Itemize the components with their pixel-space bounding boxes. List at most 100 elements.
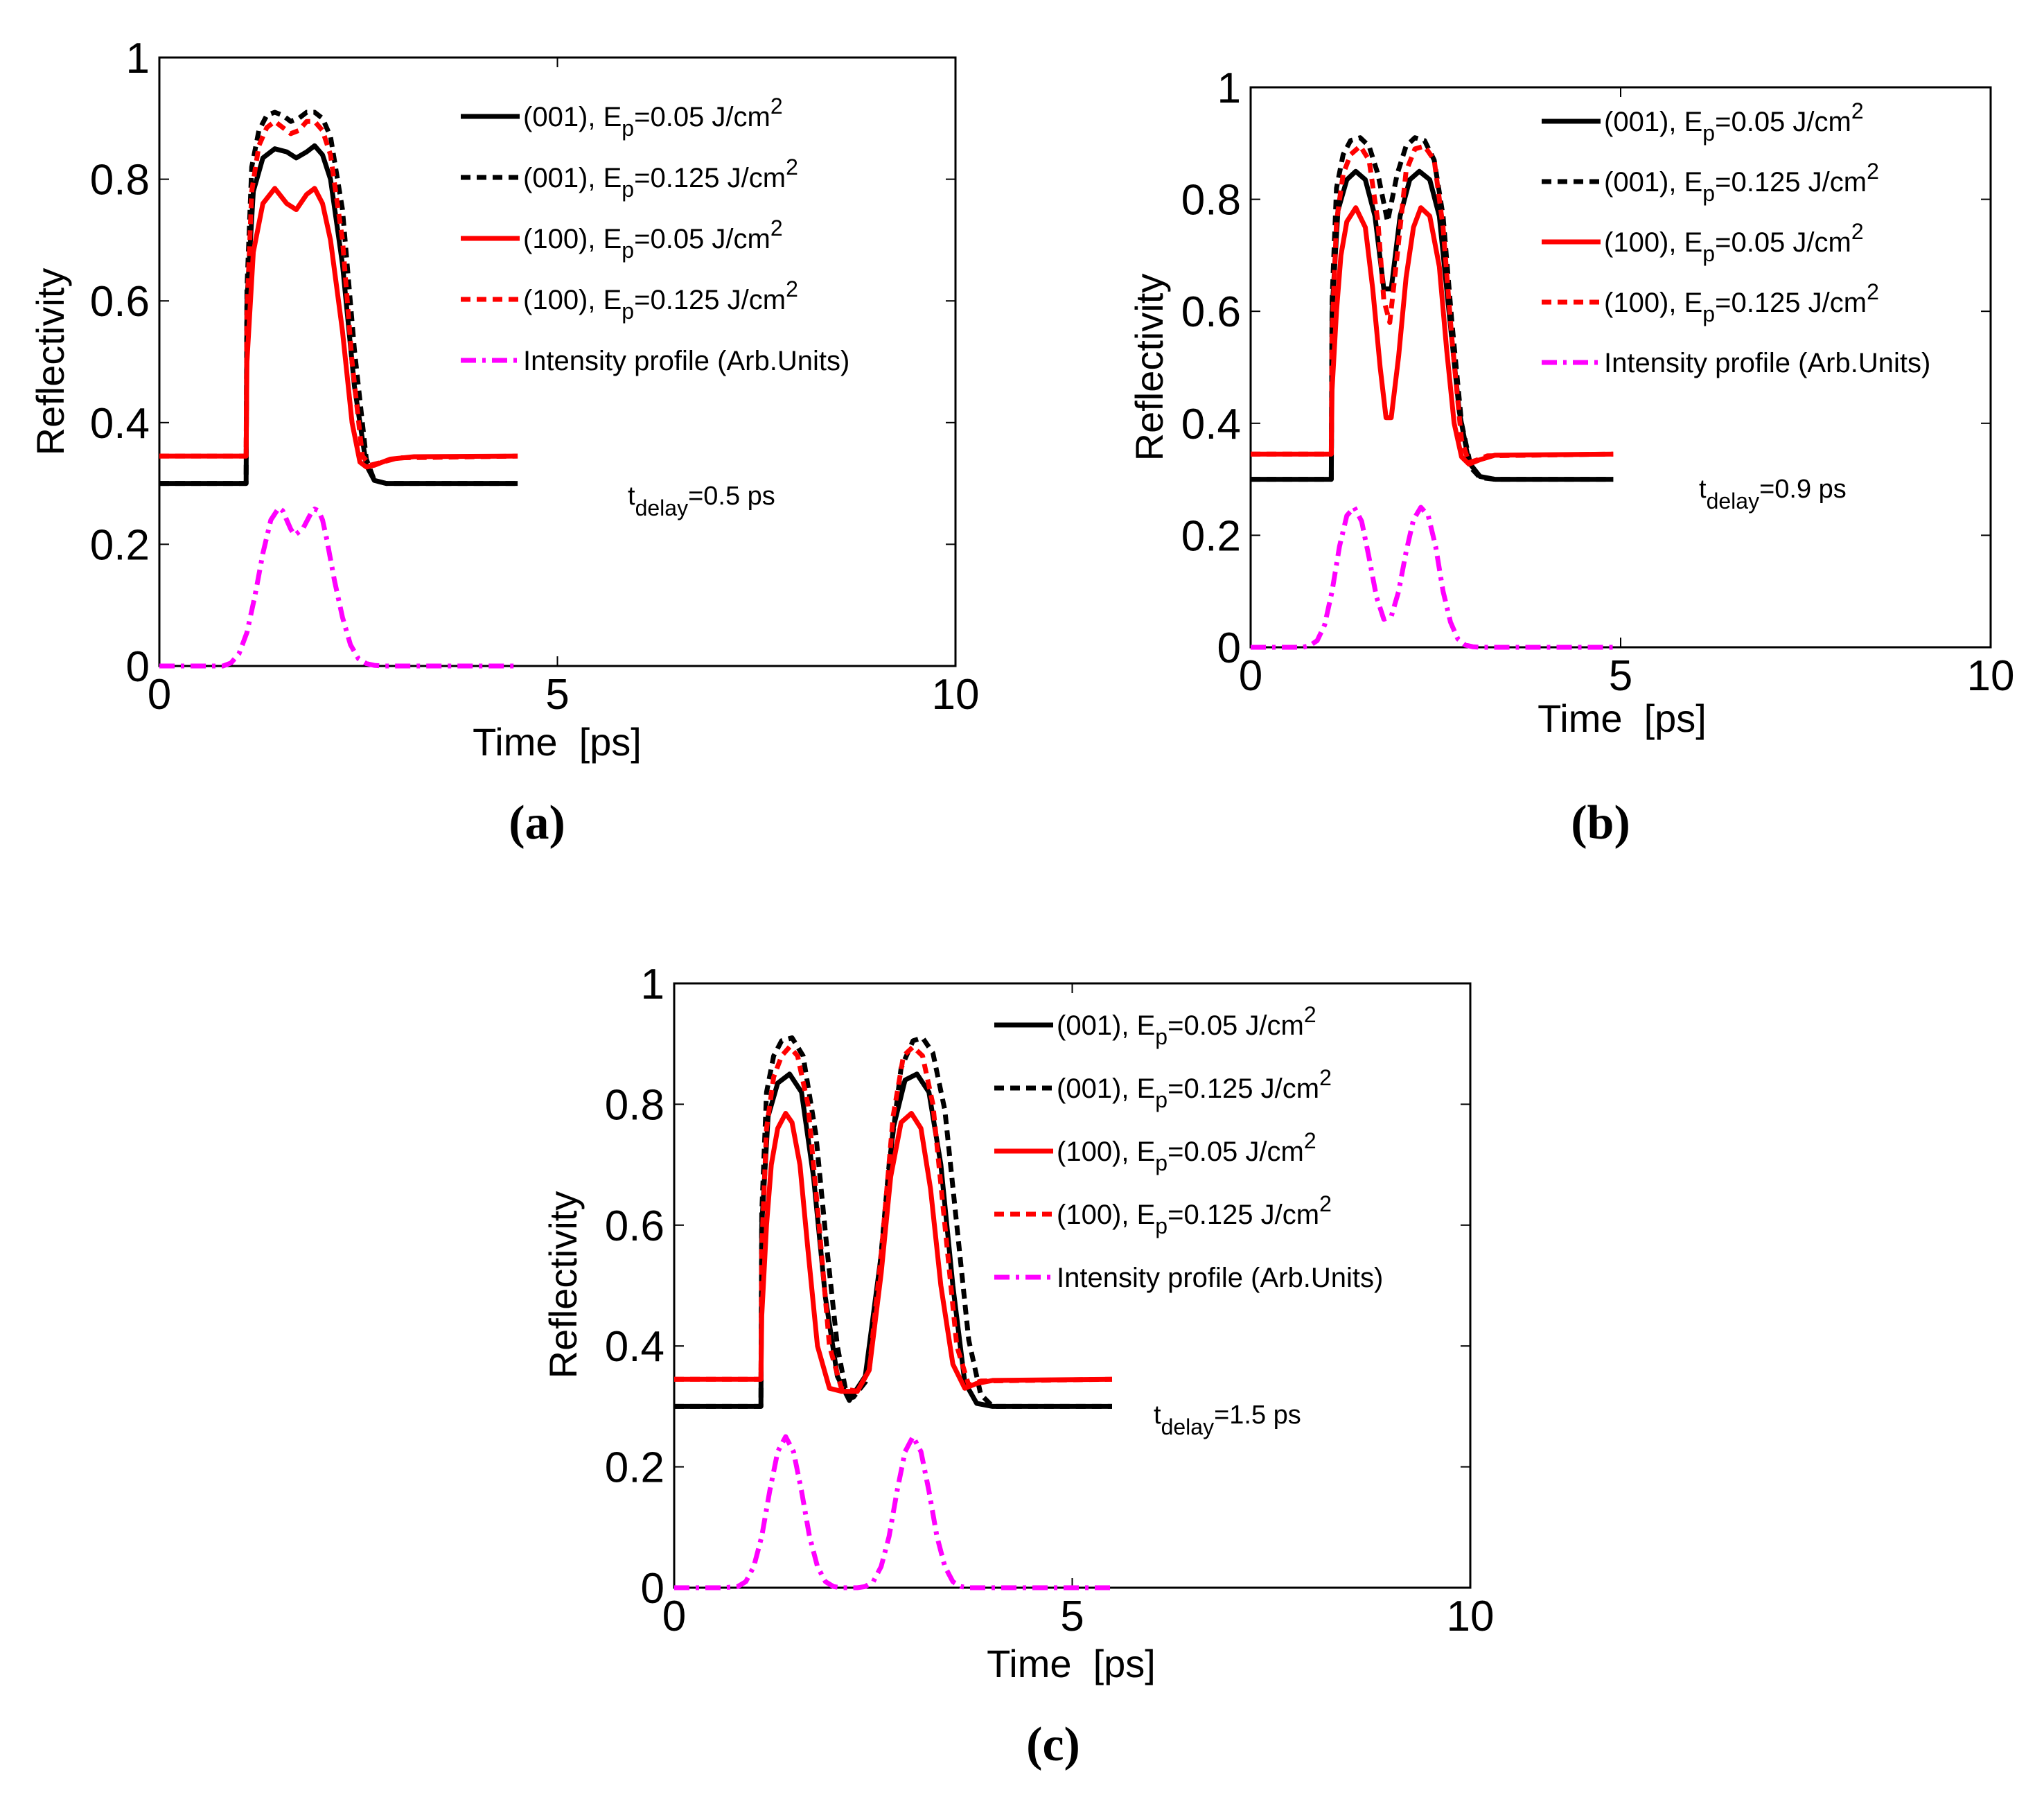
legend-label-sub: p [1155, 1213, 1168, 1238]
y-axis-label: Reflectivity [1127, 274, 1171, 462]
legend-label: (001), Ep=0.125 J/cm2 [523, 155, 798, 202]
annotation-sub: delay [1161, 1414, 1215, 1439]
plot-lines [159, 109, 518, 669]
legend-label-sup: 2 [786, 155, 798, 179]
legend-label: (100), Ep=0.125 J/cm2 [523, 277, 798, 324]
panel-caption: (c) [1026, 1718, 1080, 1771]
legend-label-main: (100), E [523, 285, 622, 315]
legend-label-rest: =0.125 J/cm [1168, 1073, 1319, 1104]
legend-label-rest: =0.125 J/cm [1715, 167, 1867, 198]
annotation-rest: =0.5 ps [688, 482, 775, 511]
chart-panel-a: 00.20.40.60.810 5 10 (001), Ep=0.05 J/cm2(… [28, 35, 979, 850]
delay-annotation: tdelay=0.5 ps [628, 482, 775, 520]
x-tick-label: 5 [1609, 652, 1632, 700]
legend: (001), Ep=0.05 J/cm2(001), Ep=0.125 J/cm… [461, 94, 849, 376]
legend-label-sup: 2 [1867, 159, 1879, 184]
annotation-t: t [628, 482, 635, 511]
legend-label-sub: p [1155, 1150, 1168, 1175]
delay-annotation: tdelay=0.9 ps [1699, 475, 1847, 514]
legend-label-sup: 2 [786, 277, 798, 301]
legend-label-sub: p [1702, 241, 1715, 266]
series-line-3 [159, 119, 518, 468]
legend-label-main: (001), E [1604, 107, 1702, 137]
y-tick-label: 1 [1217, 64, 1241, 112]
legend-label-sub: p [1702, 301, 1715, 326]
legend-label-main: (001), E [1057, 1010, 1155, 1041]
legend-label-main: (001), E [1604, 167, 1702, 198]
legend-label-sub: p [1702, 121, 1715, 146]
legend-label: Intensity profile (Arb.Units) [523, 346, 849, 376]
legend-label-rest: =0.05 J/cm [1168, 1010, 1304, 1041]
y-tick-label: 0 [1217, 624, 1241, 672]
series-line-2 [159, 186, 518, 470]
legend-label-rest: =0.05 J/cm [634, 224, 770, 254]
y-tick-label: 0.6 [1181, 288, 1241, 336]
legend-label-sub: p [1155, 1087, 1168, 1112]
x-tick-label: 10 [1447, 1593, 1495, 1640]
legend-label: (100), Ep=0.05 J/cm2 [1057, 1128, 1316, 1175]
series-line-4 [674, 1434, 1112, 1590]
y-tick-label: 0.2 [605, 1444, 664, 1492]
panel-caption: (b) [1571, 796, 1630, 850]
legend-label-main: Intensity profile (Arb.Units) [1604, 348, 1930, 378]
legend-label-rest: =0.05 J/cm [634, 102, 770, 132]
y-tick-label: 0.8 [90, 157, 150, 204]
legend-label-main: (001), E [523, 163, 622, 193]
legend-label-main: (001), E [523, 102, 622, 132]
y-tick-label: 0.4 [1181, 401, 1241, 448]
legend-label-main: (100), E [1057, 1137, 1155, 1167]
legend-label: (100), Ep=0.125 J/cm2 [1057, 1191, 1332, 1238]
x-tick-label: 0 [1239, 652, 1262, 700]
x-tick-label: 10 [932, 671, 980, 719]
legend-label: Intensity profile (Arb.Units) [1057, 1263, 1383, 1293]
legend-label-rest: =0.05 J/cm [1168, 1137, 1304, 1167]
legend-label-main: (100), E [523, 224, 622, 254]
plot-lines [674, 1035, 1113, 1590]
legend-label-sup: 2 [770, 216, 783, 240]
series-line-2 [674, 1111, 1113, 1394]
annotation-rest: =0.9 ps [1759, 475, 1847, 504]
legend-label-main: (100), E [1604, 288, 1702, 318]
y-tick-label: 0.4 [90, 400, 150, 448]
legend-label-sup: 2 [1851, 98, 1864, 123]
legend-label-sup: 2 [770, 94, 783, 119]
chart-panel-c: 00.20.40.60.810 5 10 (001), Ep=0.05 J/cm2(… [541, 961, 1494, 1771]
legend-label-sup: 2 [1304, 1128, 1316, 1153]
x-axis-label: Time [ps] [1538, 696, 1707, 740]
legend-label-sub: p [1155, 1024, 1168, 1049]
annotation-t: t [1154, 1401, 1161, 1430]
legend-label-rest: =0.125 J/cm [634, 285, 786, 315]
legend-label-main: (001), E [1057, 1073, 1155, 1104]
axis-ticks: 00.20.40.60.810 5 10 [605, 961, 1495, 1640]
x-tick-label: 0 [662, 1593, 686, 1640]
legend: (001), Ep=0.05 J/cm2(001), Ep=0.125 J/cm… [994, 1002, 1383, 1293]
y-tick-label: 0.6 [90, 278, 150, 326]
x-tick-label: 10 [1967, 652, 2015, 700]
legend-label-rest: =0.125 J/cm [1168, 1200, 1319, 1230]
y-tick-label: 1 [641, 961, 664, 1008]
axis-ticks: 00.20.40.60.810 5 10 [90, 35, 980, 719]
y-tick-label: 0.2 [90, 521, 150, 569]
y-tick-label: 0.8 [1181, 177, 1241, 225]
chart-panel-b: 00.20.40.60.810 5 10 (001), Ep=0.05 J/cm2(… [1127, 64, 2014, 850]
legend-label: Intensity profile (Arb.Units) [1604, 348, 1930, 378]
annotation-t: t [1699, 475, 1707, 504]
x-tick-label: 5 [1060, 1593, 1084, 1640]
legend-label: (100), Ep=0.05 J/cm2 [523, 216, 783, 263]
series-line-2 [1251, 205, 1614, 467]
legend-label: (001), Ep=0.05 J/cm2 [1057, 1002, 1316, 1049]
delay-annotation: tdelay=1.5 ps [1154, 1401, 1301, 1439]
y-tick-label: 0 [126, 643, 150, 691]
legend-label-main: Intensity profile (Arb.Units) [523, 346, 849, 376]
panel-caption: (a) [509, 796, 565, 850]
legend-label-sub: p [622, 238, 634, 263]
y-tick-label: 0.6 [605, 1202, 664, 1250]
y-tick-label: 1 [126, 35, 150, 82]
legend-label-sup: 2 [1867, 279, 1879, 304]
x-tick-label: 5 [545, 671, 569, 719]
legend-label: (100), Ep=0.125 J/cm2 [1604, 279, 1879, 326]
legend-label-sup: 2 [1319, 1191, 1332, 1216]
legend-label: (001), Ep=0.125 J/cm2 [1057, 1065, 1332, 1112]
legend-label-rest: =0.05 J/cm [1715, 227, 1851, 258]
legend-label-rest: =0.125 J/cm [634, 163, 786, 193]
